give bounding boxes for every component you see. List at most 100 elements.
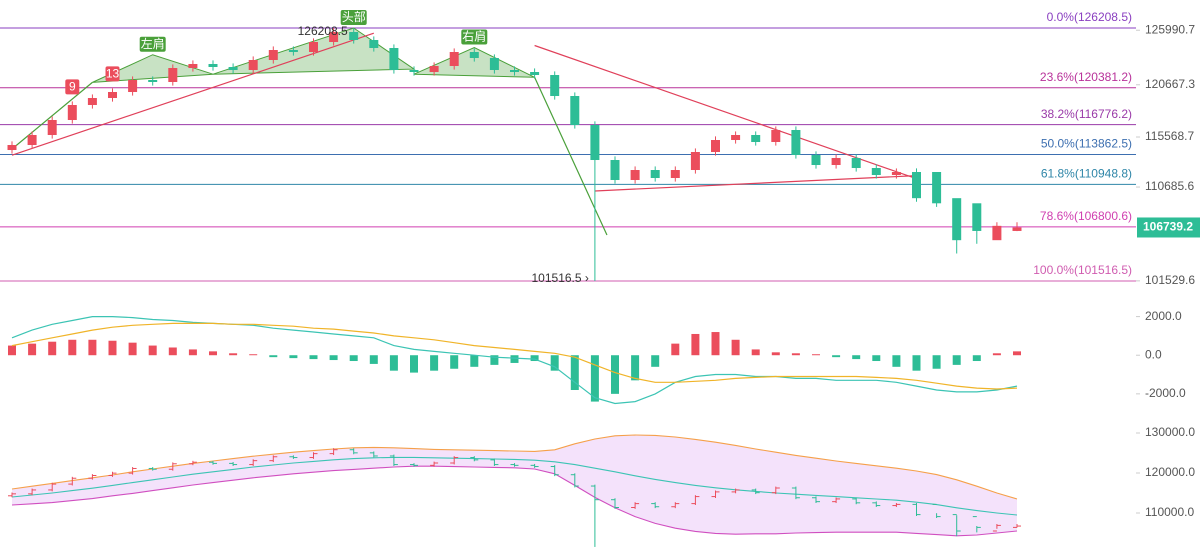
macd-bar [892, 355, 901, 367]
candle-body [811, 155, 821, 166]
candle-body [489, 58, 499, 71]
band-line [11, 434, 1018, 500]
macd-bar [852, 355, 861, 360]
signal-marker [65, 79, 80, 95]
last-price-tag [1137, 217, 1200, 238]
candle-body [731, 135, 741, 141]
band-fill [12, 435, 1017, 536]
signal-marker [105, 66, 120, 82]
band-line [11, 465, 1018, 537]
candle-body [228, 67, 238, 71]
macd-line [11, 316, 1018, 405]
macd-bar [28, 343, 37, 356]
macd-bar [209, 351, 217, 356]
candle-body [570, 96, 580, 126]
fib-label: 23.6%(120381.2) [1040, 70, 1132, 84]
candle-body [349, 31, 359, 41]
candle-body [369, 40, 379, 49]
signal-label: 13 [106, 67, 120, 81]
macd-bar [269, 355, 278, 358]
fib-label: 50.0%(113862.5) [1041, 137, 1132, 151]
pattern-label: 头部 [342, 9, 366, 24]
macd-bar [832, 355, 841, 358]
macd-bar [611, 355, 619, 394]
candle-body [128, 80, 138, 93]
price-annotation: 101516.5 › [532, 271, 589, 285]
pattern-shape [413, 47, 535, 78]
fib-label: 100.0%(101516.5) [1033, 263, 1132, 277]
candle-body [7, 145, 17, 151]
y-tick-label: 130000.0 [1145, 425, 1195, 439]
candle-body [469, 51, 479, 59]
macd-bar [289, 355, 298, 359]
candle-body [851, 158, 861, 169]
fib-label: 38.2%(116776.2) [1041, 107, 1132, 121]
macd-bar [751, 349, 760, 356]
macd-bar [1013, 351, 1021, 356]
y-tick-label: 0.0 [1145, 347, 1162, 361]
trend-line [594, 175, 917, 192]
candle-body [891, 172, 901, 176]
price-annotation: 126208.5 [298, 24, 348, 38]
candle-body [168, 68, 178, 83]
band-line [11, 456, 1018, 516]
pattern-label: 左肩 [141, 36, 165, 51]
fib-label: 61.8%(110948.8) [1041, 167, 1132, 181]
macd-bar [128, 342, 137, 356]
candle-body [148, 80, 158, 83]
candle-body [992, 225, 1002, 241]
candle-body [188, 63, 198, 69]
macd-bar [249, 354, 258, 356]
macd-bar [952, 355, 961, 365]
candle-body [871, 168, 881, 176]
candle-body [87, 98, 97, 106]
candle-body [550, 75, 560, 97]
candle-body [670, 170, 680, 179]
candle-body [409, 70, 419, 73]
candle-body [771, 130, 781, 143]
macd-bar [731, 339, 740, 356]
candle-body [630, 170, 640, 181]
candle-body [912, 172, 921, 199]
candle-body [530, 72, 540, 76]
fib-label: 78.6%(106800.6) [1040, 209, 1132, 223]
candle-body [650, 170, 660, 179]
candle-body [208, 63, 218, 68]
signal-label: 9 [69, 80, 76, 94]
y-tick-label: 125990.7 [1145, 22, 1195, 36]
last-price-label: 106739.2 [1143, 220, 1193, 234]
candle-body [329, 31, 339, 42]
macd-bar [691, 333, 700, 356]
macd-bar [349, 355, 358, 362]
macd-bar [148, 345, 157, 356]
candle-body [288, 50, 298, 52]
macd-bar [711, 332, 720, 356]
macd-bar [48, 341, 57, 356]
macd-bar [771, 352, 780, 356]
macd-line [11, 322, 1018, 390]
candle-body [791, 130, 801, 156]
pattern-tag [461, 29, 488, 45]
y-tick-label: 2000.0 [1145, 309, 1182, 323]
y-tick-label: 120667.3 [1145, 77, 1195, 91]
candle-body [309, 41, 318, 52]
y-tick-label: 101529.6 [1145, 273, 1195, 287]
candle-body [108, 92, 117, 99]
macd-bar [570, 355, 579, 390]
candle-body [389, 48, 399, 71]
macd-bar [389, 355, 398, 371]
trend-line [534, 44, 917, 180]
candle-body [47, 120, 57, 136]
candle-body [248, 60, 258, 71]
candle-body [429, 65, 439, 73]
macd-bar [229, 353, 238, 356]
macd-bar [510, 355, 519, 363]
y-tick-label: 120000.0 [1145, 465, 1195, 479]
macd-bar [450, 355, 459, 369]
macd-bar [912, 355, 921, 371]
candle-body [268, 50, 278, 61]
macd-bar [872, 355, 881, 362]
macd-bar [651, 355, 660, 367]
